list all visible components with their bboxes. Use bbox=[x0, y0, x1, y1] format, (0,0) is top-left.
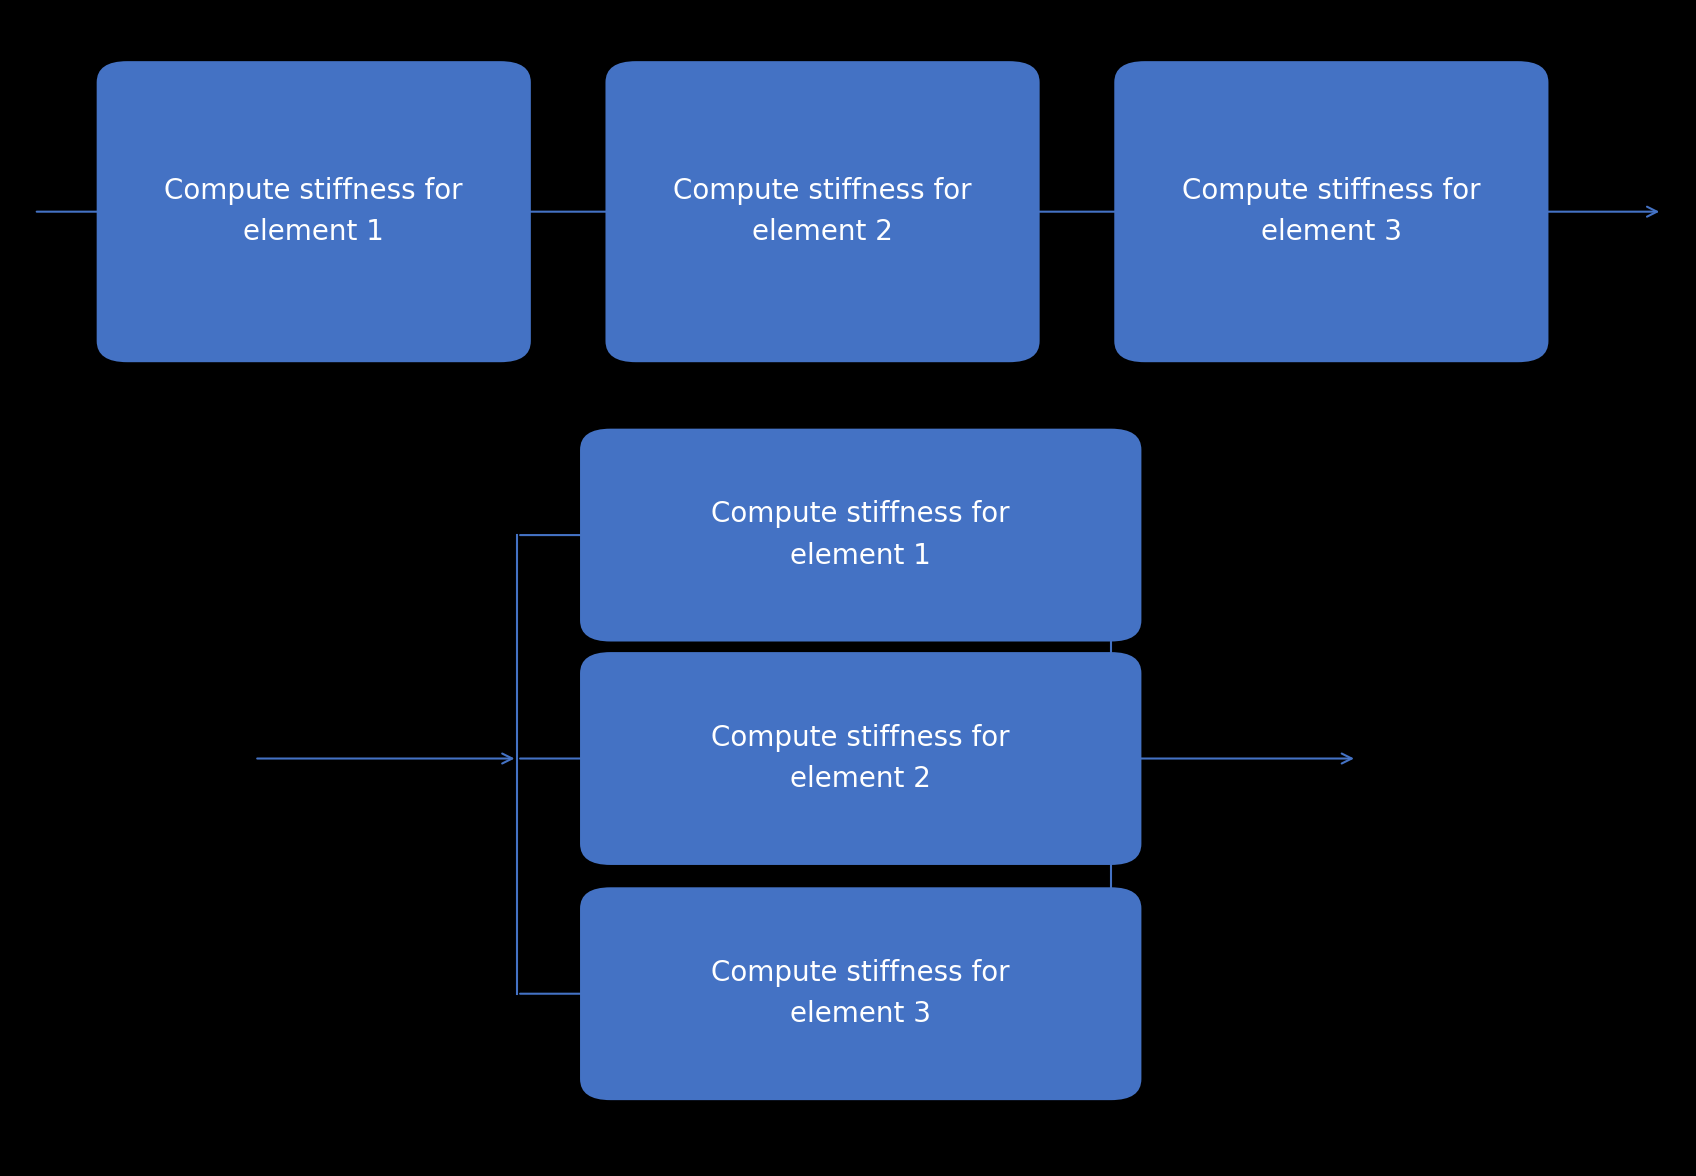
Text: Compute stiffness for
element 3: Compute stiffness for element 3 bbox=[1182, 178, 1481, 246]
Text: Compute stiffness for
element 1: Compute stiffness for element 1 bbox=[165, 178, 463, 246]
FancyBboxPatch shape bbox=[580, 429, 1141, 642]
FancyBboxPatch shape bbox=[1114, 61, 1548, 362]
Text: Compute stiffness for
element 3: Compute stiffness for element 3 bbox=[711, 960, 1011, 1028]
FancyBboxPatch shape bbox=[605, 61, 1040, 362]
Text: Compute stiffness for
element 1: Compute stiffness for element 1 bbox=[711, 501, 1011, 569]
Text: Compute stiffness for
element 2: Compute stiffness for element 2 bbox=[711, 724, 1011, 793]
FancyBboxPatch shape bbox=[580, 888, 1141, 1101]
FancyBboxPatch shape bbox=[97, 61, 531, 362]
Text: Compute stiffness for
element 2: Compute stiffness for element 2 bbox=[673, 178, 972, 246]
FancyBboxPatch shape bbox=[580, 653, 1141, 866]
